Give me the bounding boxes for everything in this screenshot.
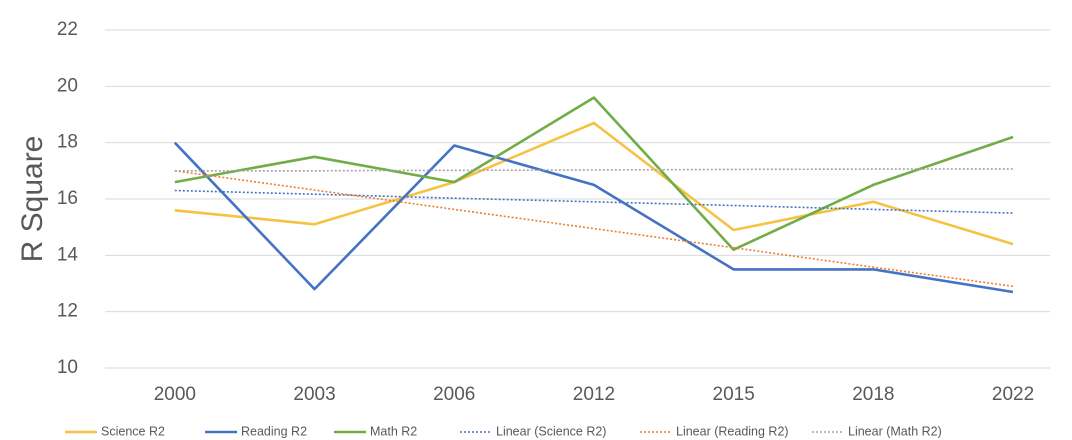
x-tick-label: 2018 <box>852 384 894 405</box>
legend-label: Science R2 <box>101 424 165 438</box>
legend-label: Reading R2 <box>241 424 307 438</box>
series-line <box>174 96 1014 251</box>
series-line <box>174 168 1014 172</box>
legend-label: Math R2 <box>370 424 417 438</box>
x-tick-label: 2015 <box>713 384 755 405</box>
y-tick-label: 16 <box>57 188 78 209</box>
x-tick-label: 2003 <box>293 384 335 405</box>
series-line <box>174 170 1014 288</box>
x-tick-label: 2022 <box>992 384 1034 405</box>
series-line <box>174 121 1014 246</box>
y-tick-label: 10 <box>57 357 78 378</box>
x-tick-label: 2000 <box>154 384 196 405</box>
y-tick-label: 14 <box>57 244 79 265</box>
legend-label: Linear (Math R2) <box>848 424 942 438</box>
series-line <box>173 141 1014 294</box>
x-tick-label: 2006 <box>433 384 475 405</box>
legend-label: Linear (Reading R2) <box>676 424 789 438</box>
y-tick-label: 22 <box>57 19 78 40</box>
series-line <box>174 189 1014 214</box>
y-tick-label: 12 <box>57 301 78 322</box>
y-tick-label: 20 <box>57 75 78 96</box>
y-tick-label: 18 <box>57 132 78 153</box>
legend-label: Linear (Science R2) <box>496 424 606 438</box>
x-tick-label: 2012 <box>573 384 615 405</box>
y-axis-title: R Square <box>16 136 49 263</box>
